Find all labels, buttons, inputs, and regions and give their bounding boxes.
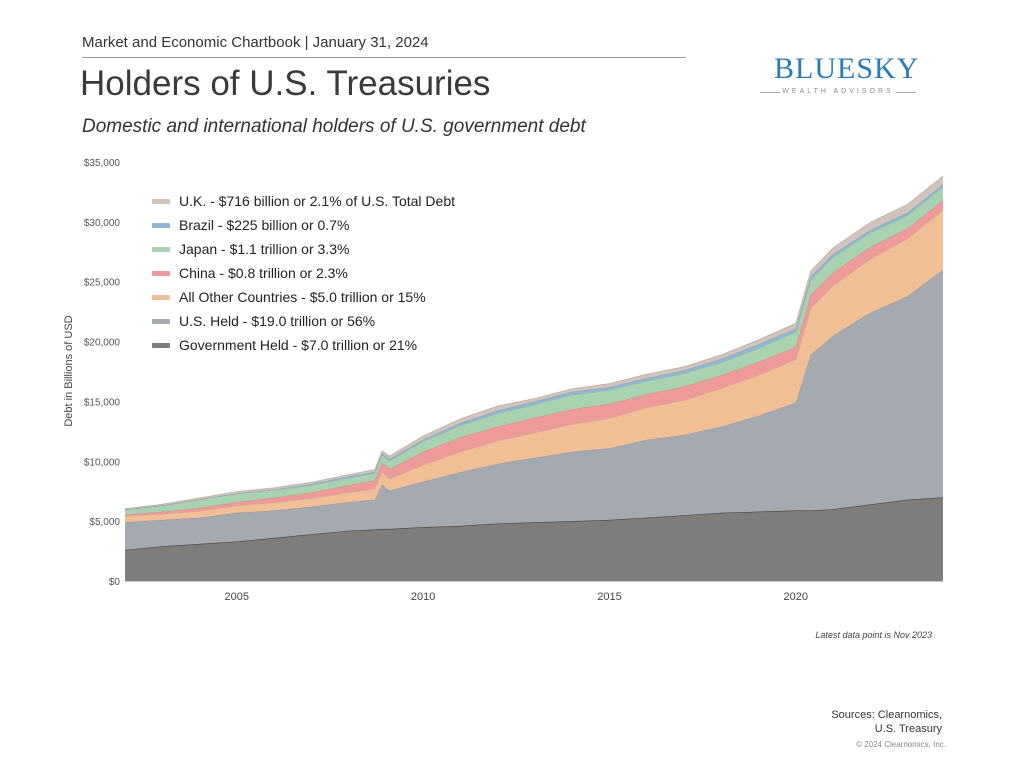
legend-item: U.S. Held - $19.0 trillion or 56% (152, 309, 455, 333)
legend-swatch (152, 270, 170, 276)
legend-label: China - $0.8 trillion or 2.3% (179, 265, 348, 281)
legend-label: All Other Countries - $5.0 trillion or 1… (179, 289, 426, 305)
bluesky-logo: BLUESKY WEALTH ADVISORS (760, 52, 920, 102)
sources-line-1: Sources: Clearnomics, (831, 709, 942, 721)
y-tick-label: $30,000 (84, 218, 121, 229)
legend-label: U.S. Held - $19.0 trillion or 56% (179, 313, 376, 329)
legend-swatch (152, 294, 170, 300)
legend-item: Brazil - $225 billion or 0.7% (152, 213, 455, 237)
area-series-group (124, 175, 944, 581)
logo-rule-left (760, 92, 780, 93)
sources: Sources: Clearnomics, U.S. Treasury (831, 708, 942, 736)
legend-label: Japan - $1.1 trillion or 3.3% (179, 241, 350, 257)
legend-label: U.K. - $716 billion or 2.1% of U.S. Tota… (179, 193, 455, 209)
legend-swatch (152, 222, 170, 228)
area-series-1 (125, 269, 943, 550)
chartbook-header: Market and Economic Chartbook | January … (82, 34, 429, 51)
legend-swatch (152, 198, 170, 204)
y-tick-label: $5,000 (89, 517, 120, 528)
legend-label: Brazil - $225 billion or 0.7% (179, 217, 350, 233)
y-tick-label: $35,000 (84, 158, 121, 169)
legend-swatch (152, 318, 170, 324)
y-axis: $0 $5,000 $10,000 $15,000 $20,000 $25,000 $30,… (84, 158, 121, 588)
logo-tagline: WEALTH ADVISORS (782, 88, 894, 95)
legend-item: Japan - $1.1 trillion or 3.3% (152, 237, 455, 261)
legend-item: All Other Countries - $5.0 trillion or 1… (152, 285, 455, 309)
page-title: Holders of U.S. Treasuries (80, 64, 491, 103)
header-divider (82, 57, 686, 58)
y-tick-label: $25,000 (84, 278, 121, 289)
legend-item: U.K. - $716 billion or 2.1% of U.S. Tota… (152, 189, 455, 213)
x-tick-label: 2005 (225, 591, 249, 603)
sources-line-2: U.S. Treasury (874, 723, 942, 735)
logo-name: BLUESKY (774, 52, 920, 85)
data-note: Latest data point is Nov 2023 (815, 630, 932, 640)
x-tick-label: 2010 (411, 591, 435, 603)
legend-swatch (152, 342, 170, 348)
legend-label: Government Held - $7.0 trillion or 21% (179, 337, 418, 353)
y-axis-label: Debt in Billions of USD (63, 315, 75, 426)
area-series-3 (125, 200, 943, 517)
area-series-0 (125, 497, 943, 581)
x-tick-label: 2020 (784, 591, 808, 603)
area-edge-6 (124, 175, 944, 509)
x-tick-label: 2015 (597, 591, 621, 603)
chart-legend: U.K. - $716 billion or 2.1% of U.S. Tota… (152, 189, 455, 357)
y-tick-label: $10,000 (84, 457, 121, 468)
area-series-4 (125, 187, 943, 515)
logo-rule-right (896, 92, 916, 93)
legend-swatch (152, 246, 170, 252)
y-tick-label: $0 (109, 577, 121, 588)
page-subtitle: Domestic and international holders of U.… (82, 116, 586, 137)
y-tick-label: $15,000 (84, 397, 121, 408)
y-tick-label: $20,000 (84, 338, 121, 349)
copyright: © 2024 Clearnomics, Inc. (856, 740, 946, 749)
x-axis: 2005 2010 2015 2020 (125, 580, 943, 603)
legend-item: China - $0.8 trillion or 2.3% (152, 261, 455, 285)
legend-item: Government Held - $7.0 trillion or 21% (152, 333, 455, 357)
